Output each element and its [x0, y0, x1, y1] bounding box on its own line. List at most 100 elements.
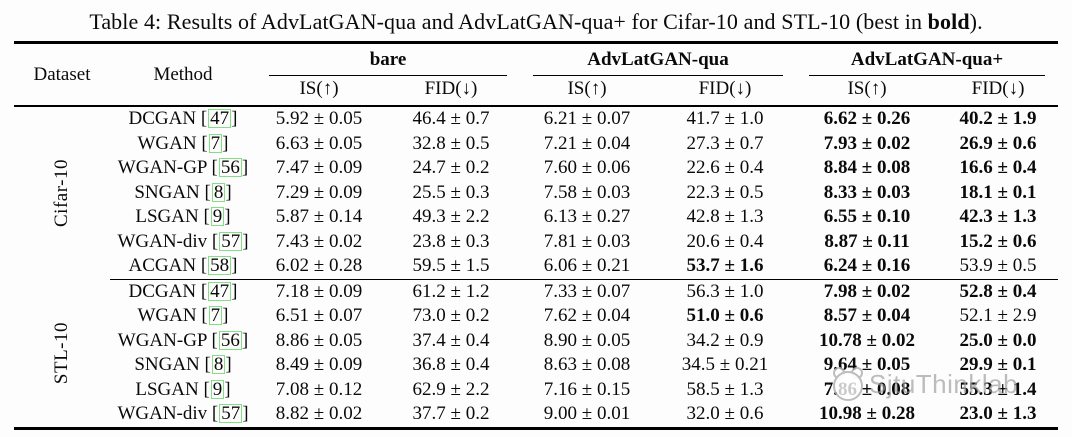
- bracket: ]: [241, 157, 249, 179]
- metric-value: 58.5 ± 1.3: [686, 378, 764, 400]
- table-header: Dataset Method bare AdvLatGAN-qua AdvLat…: [14, 42, 1059, 107]
- metric-value: 29.9 ± 0.1: [959, 354, 1037, 376]
- bracket: ]: [231, 280, 238, 302]
- metric-value: 6.55 ± 0.10: [823, 206, 911, 228]
- metric-value: 7.29 ± 0.09: [275, 181, 363, 203]
- metric-value: 6.63 ± 0.05: [275, 132, 363, 154]
- metric-value: 5.87 ± 0.14: [275, 206, 363, 228]
- citation-link[interactable]: 7: [208, 132, 223, 154]
- table-row: Cifar-10 DCGAN [47] 5.92 ± 0.05 46.4 ± 0.7 6…: [14, 106, 1058, 227]
- citation-link[interactable]: 56: [218, 157, 242, 179]
- method-name: WGAN-GP [: [117, 329, 218, 351]
- metric-value: 34.2 ± 0.9: [686, 329, 764, 351]
- metric-value: 37.7 ± 0.2: [412, 403, 490, 425]
- method-cell: WGAN-div [57]: [110, 230, 256, 255]
- metric-value: 56.3 ± 1.0: [686, 280, 764, 302]
- metric-value: 6.51 ± 0.07: [275, 305, 363, 327]
- method-name: SNGAN [: [134, 181, 211, 203]
- citation-link[interactable]: 47: [208, 108, 232, 130]
- method-name: WGAN [: [137, 305, 208, 327]
- method-name: LSGAN [: [135, 206, 210, 228]
- table-row: WGAN-GP [56] 8.86 ± 0.05 37.4 ± 0.4 8.90 ± …: [14, 329, 1058, 354]
- citation-link[interactable]: 8: [211, 181, 226, 203]
- metric-value: 7.33 ± 0.07: [543, 280, 631, 302]
- metric-value: 15.2 ± 0.6: [959, 230, 1037, 252]
- metric-value: 62.9 ± 2.2: [412, 378, 490, 400]
- method-name: ACGAN [: [128, 255, 208, 277]
- citation-link[interactable]: 9: [210, 206, 225, 228]
- method-cell: WGAN-GP [56]: [110, 156, 256, 181]
- caption-suffix: ).: [969, 9, 983, 34]
- bracket: ]: [224, 378, 231, 400]
- method-cell: SNGAN [8]: [110, 181, 256, 206]
- citation-link[interactable]: 57: [219, 230, 243, 252]
- metric-value: 18.1 ± 0.1: [959, 181, 1037, 203]
- metric-value: 52.8 ± 0.4: [959, 280, 1037, 302]
- group-header-bare: bare: [256, 43, 520, 76]
- method-name: WGAN-GP [: [117, 157, 218, 179]
- metric-value: 34.5 ± 0.21: [681, 354, 769, 376]
- metric-value: 24.7 ± 0.2: [412, 157, 490, 179]
- group-label: AdvLatGAN-qua+: [809, 44, 1046, 76]
- citation-link[interactable]: 57: [219, 403, 243, 425]
- caption-bold-word: bold: [927, 9, 970, 34]
- citation-link[interactable]: 8: [211, 354, 226, 376]
- method-cell: SNGAN [8]: [110, 353, 256, 378]
- group-header-row: Dataset Method bare AdvLatGAN-qua AdvLat…: [14, 42, 1058, 107]
- col-header-fid: FID(↓): [654, 76, 797, 107]
- metric-value: 7.86 ± 0.08: [823, 378, 911, 400]
- metric-value: 8.57 ± 0.04: [823, 305, 911, 327]
- dataset-label: STL-10: [51, 321, 72, 384]
- table-row: LSGAN [9] 5.87 ± 0.14 49.3 ± 2.2 6.13 ± 0.2…: [14, 205, 1058, 230]
- bracket: ]: [225, 354, 232, 376]
- bracket: ]: [242, 230, 249, 252]
- metric-value: 7.60 ± 0.06: [543, 157, 631, 179]
- dataset-label: Cifar-10: [51, 159, 72, 227]
- group-stl10: STL-10 DCGAN [47] 7.18 ± 0.09 61.2 ± 1.2 7.3…: [14, 279, 1058, 428]
- metric-value: 20.6 ± 0.4: [686, 230, 764, 252]
- table-caption: Table 4: Results of AdvLatGAN-qua and Ad…: [0, 0, 1072, 35]
- metric-value: 6.06 ± 0.21: [520, 254, 654, 280]
- bracket: ]: [231, 255, 238, 277]
- method-name: LSGAN [: [135, 378, 210, 400]
- table-row: STL-10 DCGAN [47] 7.18 ± 0.09 61.2 ± 1.2 7.3…: [14, 279, 1058, 384]
- metric-value: 9.64 ± 0.05: [823, 354, 911, 376]
- metric-value: 6.21 ± 0.07: [543, 108, 631, 130]
- metric-value: 25.0 ± 0.0: [959, 329, 1037, 351]
- metric-header-row: IS(↑) FID(↓) IS(↑) FID(↓) IS(↑) FID(↓): [14, 76, 1059, 107]
- table-row: SNGAN [8] 8.49 ± 0.09 36.8 ± 0.4 8.63 ± 0.0…: [14, 353, 1058, 378]
- method-name: WGAN-div [: [117, 403, 219, 425]
- group-header-qua: AdvLatGAN-qua: [520, 43, 796, 76]
- table-row: ACGAN [58] 6.02 ± 0.28 59.5 ± 1.5 6.06 ± 0.…: [14, 254, 1059, 280]
- metric-value: 61.2 ± 1.2: [412, 280, 490, 302]
- citation-link[interactable]: 9: [210, 378, 225, 400]
- citation-link[interactable]: 47: [208, 280, 232, 302]
- metric-value: 7.18 ± 0.09: [275, 280, 363, 302]
- results-table: Dataset Method bare AdvLatGAN-qua AdvLat…: [14, 41, 1059, 430]
- citation-link[interactable]: 56: [218, 329, 242, 351]
- metric-value: 7.16 ± 0.15: [543, 378, 631, 400]
- col-header-is: IS(↑): [796, 76, 939, 107]
- metric-value: 7.58 ± 0.03: [543, 181, 631, 203]
- caption-text: Table 4: Results of AdvLatGAN-qua and Ad…: [89, 9, 928, 34]
- citation-link[interactable]: 7: [208, 305, 223, 327]
- metric-value: 7.98 ± 0.02: [823, 280, 911, 302]
- method-name: DCGAN [: [128, 108, 208, 130]
- bracket: ]: [222, 305, 229, 327]
- metric-value: 7.81 ± 0.03: [543, 230, 631, 252]
- group-label: AdvLatGAN-qua: [533, 44, 784, 76]
- metric-value: 23.0 ± 1.3: [959, 403, 1037, 425]
- table-row: WGAN-div [57] 8.82 ± 0.02 37.7 ± 0.2 9.00 ±…: [14, 402, 1058, 428]
- citation-link[interactable]: 58: [208, 255, 232, 277]
- method-name: DCGAN [: [128, 280, 208, 302]
- metric-value: 6.24 ± 0.16: [796, 254, 939, 280]
- metric-value: 42.3 ± 1.3: [959, 206, 1037, 228]
- metric-value: 59.5 ± 1.5: [382, 254, 520, 280]
- metric-value: 8.82 ± 0.02: [275, 403, 363, 425]
- metric-value: 7.93 ± 0.02: [823, 132, 911, 154]
- metric-value: 25.5 ± 0.3: [412, 181, 490, 203]
- method-name: WGAN [: [137, 132, 208, 154]
- method-cell: ACGAN [58]: [110, 254, 256, 280]
- table-row: SNGAN [8] 7.29 ± 0.09 25.5 ± 0.3 7.58 ± 0.0…: [14, 181, 1058, 206]
- bracket: ]: [225, 181, 232, 203]
